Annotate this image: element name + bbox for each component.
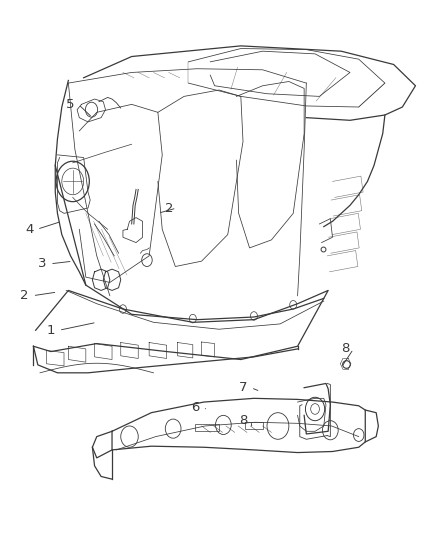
Text: 6: 6 [191, 401, 199, 414]
Text: 4: 4 [25, 223, 33, 236]
Text: 3: 3 [38, 257, 46, 270]
Text: 8: 8 [239, 414, 247, 427]
Text: 2: 2 [165, 201, 173, 214]
Text: 7: 7 [239, 381, 247, 394]
Text: 8: 8 [342, 342, 350, 356]
Bar [195, 424, 219, 431]
Bar [245, 422, 263, 429]
Text: 5: 5 [66, 98, 75, 111]
Text: 2: 2 [21, 289, 29, 302]
Text: 1: 1 [47, 324, 55, 337]
